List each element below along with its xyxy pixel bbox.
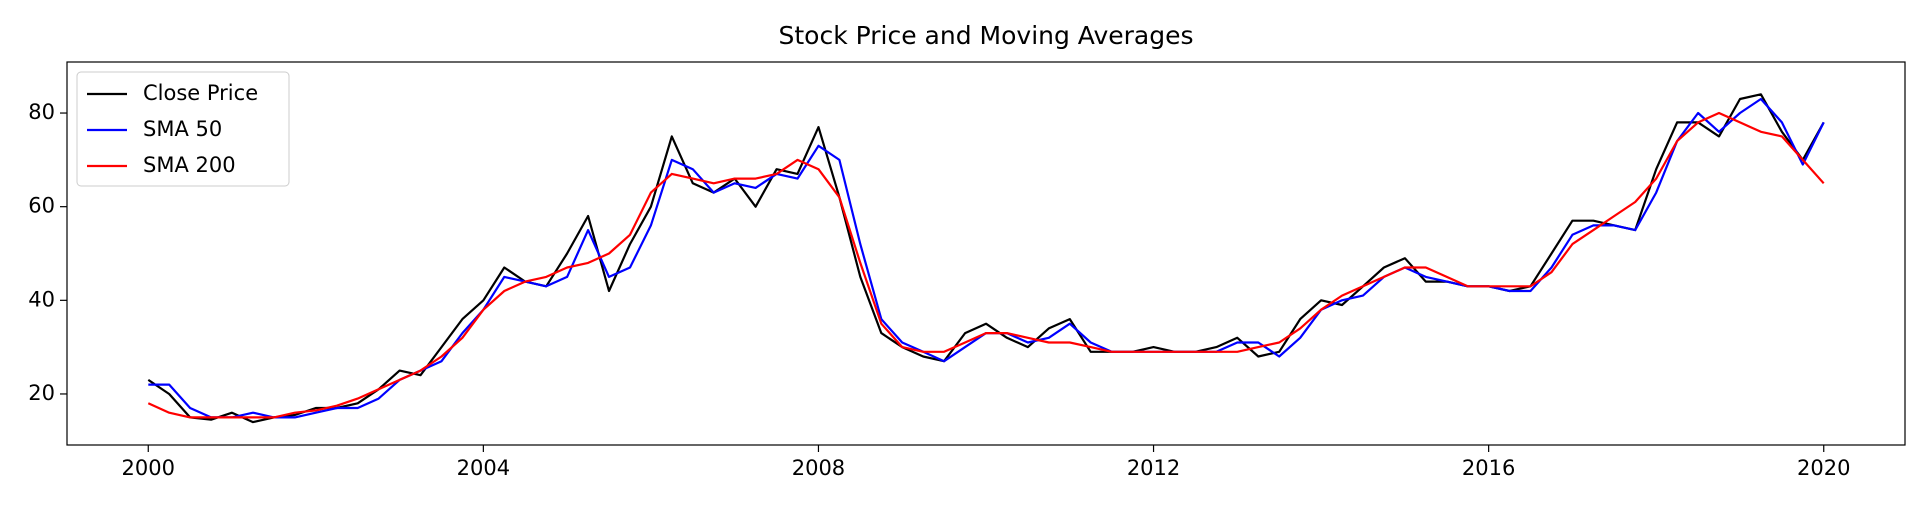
- y-tick-label: 20: [28, 381, 55, 405]
- x-tick-label: 2020: [1797, 456, 1850, 480]
- x-tick-label: 2016: [1462, 456, 1515, 480]
- line-series: [147, 93, 1825, 424]
- y-tick-label: 80: [28, 100, 55, 124]
- y-tick-label: 40: [28, 287, 55, 311]
- legend-label: SMA 200: [143, 153, 236, 177]
- legend-box: [76, 71, 290, 187]
- plot-frame: [66, 61, 1906, 446]
- line-series: [147, 111, 1825, 419]
- legend-label: Close Price: [143, 81, 258, 105]
- chart-title: Stock Price and Moving Averages: [778, 21, 1193, 50]
- y-tick-label: 60: [28, 194, 55, 218]
- x-tick-label: 2012: [1127, 456, 1180, 480]
- x-tick-label: 2000: [122, 456, 175, 480]
- x-tick-label: 2004: [457, 456, 510, 480]
- x-tick-label: 2008: [792, 456, 845, 480]
- legend-label: SMA 50: [143, 117, 222, 141]
